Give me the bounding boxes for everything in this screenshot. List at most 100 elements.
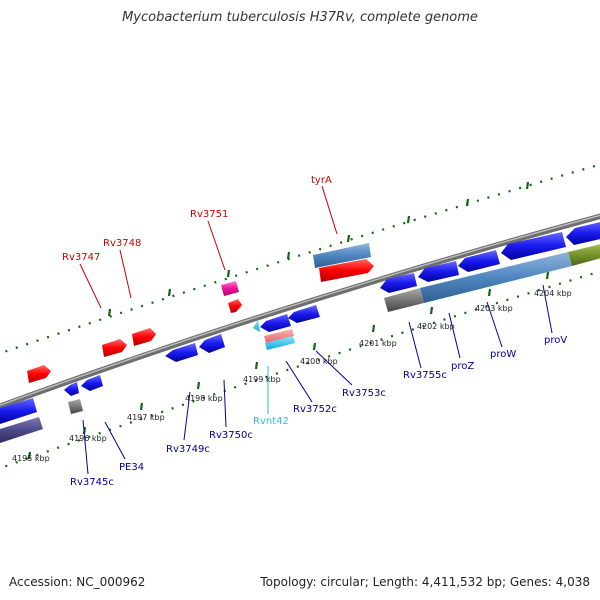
forward-gene-Rv3751 (228, 299, 242, 313)
gene-label-Rv3755c: Rv3755c (403, 370, 447, 381)
leader-line-Rv3745c (82, 419, 89, 475)
major-tick (27, 451, 32, 460)
leader-line-Rv3749c (183, 391, 191, 441)
rna-feature-Rvnt42-salmon (264, 329, 294, 343)
reverse-strand-ruler (0, 270, 600, 470)
kbp-tick-labels: 4195 kbp 4196 kbp 4197 kbp 4198 kbp 4199… (12, 289, 572, 463)
forward-gene-labels: tyrA Rv3751 Rv3748 Rv3747 (62, 175, 332, 263)
reverse-gene-Rv3749c (165, 343, 198, 362)
rna-gene-labels: Rvnt42 (253, 416, 289, 427)
gene-label-Rv3749c: Rv3749c (166, 444, 210, 455)
major-tick (226, 269, 231, 278)
kbp-label: 4196 kbp (69, 434, 107, 443)
genome-backbone (0, 213, 600, 410)
major-tick (196, 381, 201, 390)
gene-label-Rvnt42: Rvnt42 (253, 416, 289, 427)
major-tick (286, 251, 291, 260)
reverse-misc-feature-grey (384, 288, 424, 312)
label-leader-lines (79, 185, 553, 475)
forward-gene-Rv3748 (132, 328, 156, 346)
forward-ruler-major-ticks (107, 181, 530, 317)
reverse-ruler-major-ticks (27, 271, 550, 460)
kbp-label: 4197 kbp (127, 413, 165, 422)
major-tick (487, 288, 492, 297)
reverse-gene-labels: Rv3745c PE34 Rv3749c Rv3750c Rv3752c Rv3… (70, 335, 567, 488)
gene-label-Rv3750c: Rv3750c (209, 430, 253, 441)
forward-gene-tyrA (319, 259, 374, 282)
major-tick (139, 402, 144, 411)
leader-line-tyrA (321, 185, 338, 235)
reverse-misc-feature-grey-left (68, 399, 83, 414)
leader-line-proZ (448, 312, 461, 359)
leader-line-PE34 (104, 421, 126, 460)
reverse-features (0, 222, 600, 443)
leader-line-Rv3748 (119, 249, 132, 299)
reverse-misc-feature-navy (0, 417, 43, 443)
major-tick (167, 288, 172, 297)
major-tick (429, 306, 434, 315)
forward-gene-left (27, 365, 51, 383)
reverse-gene-Rv3752c (260, 314, 291, 332)
major-tick (545, 271, 550, 280)
gene-label-proW: proW (490, 349, 516, 360)
reverse-misc-feature-steel (420, 252, 572, 303)
kbp-label: 4195 kbp (12, 454, 50, 463)
reverse-gene-PE34 (81, 375, 103, 391)
kbp-label: 4204 kbp (534, 289, 572, 298)
reverse-gene-Rv3753c (288, 305, 320, 323)
leader-line-proW (486, 301, 503, 348)
gene-label-Rv3745c: Rv3745c (70, 477, 114, 488)
kbp-label: 4201 kbp (359, 339, 397, 348)
major-tick (465, 198, 470, 207)
leader-line-Rv3753c (315, 350, 353, 386)
gene-label-tyrA: tyrA (311, 175, 332, 186)
leader-line-Rv3750c (223, 379, 227, 428)
forward-strand-ruler (0, 163, 600, 355)
gene-label-PE34: PE34 (119, 462, 144, 473)
rna-feature-small-cyan (253, 320, 260, 332)
major-tick (107, 308, 112, 317)
rna-feature-Rvnt42-cyan (265, 336, 295, 350)
kbp-label: 4203 kbp (475, 304, 513, 313)
gene-label-proZ: proZ (451, 361, 474, 372)
reverse-gene-proW (501, 232, 566, 260)
gene-label-Rv3747: Rv3747 (62, 252, 100, 263)
leader-line-Rv3752c (285, 360, 313, 403)
reverse-gene-Rv3750c (199, 334, 225, 353)
leader-line-Rv3751 (207, 220, 226, 271)
leader-line-Rv3747 (79, 263, 102, 309)
gene-label-Rv3752c: Rv3752c (293, 404, 337, 415)
forward-gene-pink (221, 281, 239, 296)
major-tick (371, 324, 376, 333)
kbp-label: 4199 kbp (243, 375, 281, 384)
major-tick (525, 181, 530, 190)
leader-line-Rv3755c (408, 321, 422, 369)
major-tick (406, 215, 411, 224)
gene-label-Rv3753c: Rv3753c (342, 388, 386, 399)
reverse-misc-feature-olive (568, 244, 600, 266)
reverse-gene-proV (566, 222, 600, 245)
kbp-label: 4200 kbp (300, 357, 338, 366)
map-title: Mycobacterium tuberculosis H37Rv, comple… (122, 10, 478, 25)
gene-label-Rv3748: Rv3748 (103, 238, 141, 249)
reverse-gene-Rv3745c (64, 382, 79, 396)
reverse-gene-4201 (380, 273, 417, 293)
reverse-gene-left (0, 398, 37, 424)
topology-text: Topology: circular; Length: 4,411,532 bp… (260, 575, 590, 589)
accession-text: Accession: NC_000962 (9, 575, 146, 589)
major-tick (254, 361, 259, 370)
gene-label-proV: proV (544, 335, 567, 346)
leader-line-proV (542, 284, 553, 334)
kbp-label: 4202 kbp (417, 322, 455, 331)
major-tick (312, 342, 317, 351)
forward-features (27, 243, 374, 383)
major-tick (346, 234, 351, 243)
reverse-gene-proZ (458, 250, 500, 272)
forward-gene-Rv3747 (102, 339, 127, 357)
forward-misc-feature-tyrA (313, 243, 371, 268)
genome-backbone-highlight (0, 214, 600, 406)
gene-label-Rv3751: Rv3751 (190, 209, 228, 220)
reverse-gene-Rv3755c (418, 261, 459, 282)
